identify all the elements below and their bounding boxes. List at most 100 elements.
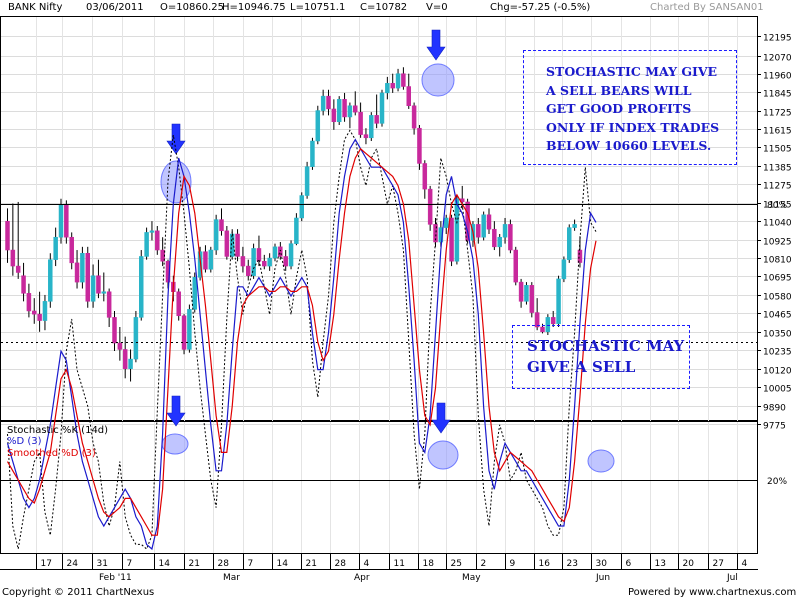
stochastic-y-tick-label: 80% xyxy=(767,201,787,211)
candle xyxy=(106,288,112,327)
candle-body xyxy=(534,312,540,328)
candle xyxy=(508,219,513,254)
candle-body xyxy=(267,257,272,267)
candle-body xyxy=(454,198,460,262)
candle-body xyxy=(251,248,256,276)
candle xyxy=(336,96,342,125)
candle-body xyxy=(58,204,64,238)
y-tick-label: 10005 xyxy=(763,385,792,395)
close-label: C=10782 xyxy=(360,2,408,13)
candle xyxy=(53,227,58,267)
y-tick-label: 10695 xyxy=(763,274,792,284)
candle-body xyxy=(443,217,449,228)
candle-body xyxy=(567,227,572,260)
note-bottom: STOCHASTIC MAY GIVE A SELL xyxy=(512,325,690,389)
candle xyxy=(58,198,64,244)
candle-body xyxy=(331,108,337,123)
stochastic-y-tick-label: 20% xyxy=(767,477,787,487)
candle xyxy=(246,259,251,281)
candle-body xyxy=(64,204,69,238)
candle xyxy=(395,68,401,92)
candle-body xyxy=(550,317,556,325)
candle xyxy=(518,278,524,308)
month-labels: Feb '11 Mar Apr May Jun Jul xyxy=(99,573,738,583)
x-tick-label: 21 xyxy=(306,559,317,569)
month-label: Mar xyxy=(223,573,240,583)
candle-body xyxy=(10,249,16,267)
candle-body xyxy=(106,291,112,318)
candle-body xyxy=(96,275,101,294)
candle-body xyxy=(224,230,230,257)
candle-body xyxy=(246,265,251,276)
price-y-tick-labels: 12195 12070 11960 11845 11725 11615 11505 11385… xyxy=(763,34,792,432)
note-top-line: A SELL BEARS WILL xyxy=(546,82,692,98)
candle-body xyxy=(320,95,326,111)
candle xyxy=(48,253,53,308)
candle-body xyxy=(187,309,192,350)
candle-body xyxy=(529,285,535,313)
candle xyxy=(529,282,535,318)
stochastic-series xyxy=(6,129,597,551)
symbol-label: BANK Nifty xyxy=(8,2,63,13)
candle-body xyxy=(336,99,342,123)
note-top-line: ONLY IF INDEX TRADES xyxy=(546,119,720,135)
stochastic-arrows xyxy=(166,395,451,434)
candle-body xyxy=(545,317,551,333)
candle xyxy=(369,112,374,142)
candle-body xyxy=(176,291,181,317)
candle xyxy=(37,291,42,332)
candle xyxy=(406,73,411,109)
candle xyxy=(449,214,454,267)
candle xyxy=(534,298,540,331)
candle xyxy=(374,94,379,129)
candle-body xyxy=(42,301,48,321)
candle-body xyxy=(572,224,577,228)
candle-body xyxy=(513,249,518,283)
y-tick-label: 11040 xyxy=(763,219,792,229)
candle xyxy=(299,192,304,222)
candle-body xyxy=(492,228,497,248)
highlight-ellipse xyxy=(587,449,615,473)
candle-body xyxy=(32,310,37,315)
candle xyxy=(262,254,267,270)
candle-body xyxy=(406,86,411,106)
candle xyxy=(213,214,219,255)
legend-d: %D (3) xyxy=(7,436,42,447)
candle-body xyxy=(518,281,524,302)
y-tick-label: 12195 xyxy=(763,34,792,44)
open-label: O=10860.25 xyxy=(160,2,224,13)
copyright-label: Copyright © 2011 ChartNexus xyxy=(2,587,155,598)
candle xyxy=(567,224,572,263)
x-tick-label: 24 xyxy=(67,559,79,569)
candle xyxy=(10,203,16,276)
candle xyxy=(208,246,214,273)
x-tick-label: 13 xyxy=(655,559,666,569)
highlight-ellipse xyxy=(421,63,455,97)
x-tick-label: 16 xyxy=(539,559,551,569)
y-tick-label: 11505 xyxy=(763,145,792,155)
y-tick-label: 10350 xyxy=(763,330,792,340)
x-tick-label: 7 xyxy=(127,559,133,569)
month-label: Feb '11 xyxy=(99,573,132,583)
candle-body xyxy=(540,326,545,333)
candle-body xyxy=(486,214,492,230)
candle-body xyxy=(192,277,197,310)
candle-body xyxy=(26,293,32,312)
x-tick-label: 27 xyxy=(713,559,724,569)
price-y-grid xyxy=(1,36,761,425)
candle-body xyxy=(502,224,508,238)
candle-body xyxy=(80,252,85,283)
candle-body xyxy=(74,262,80,283)
candle xyxy=(85,246,90,308)
candle xyxy=(315,105,321,145)
candle-body xyxy=(342,99,347,118)
candle xyxy=(21,262,26,302)
candle-body xyxy=(304,166,310,196)
candle xyxy=(176,288,181,321)
candle-body xyxy=(278,246,283,257)
candle-body xyxy=(315,110,321,142)
stochastic-panel xyxy=(0,421,758,554)
x-tick-label: 28 xyxy=(335,559,347,569)
candle xyxy=(219,208,224,236)
candle xyxy=(513,246,518,286)
